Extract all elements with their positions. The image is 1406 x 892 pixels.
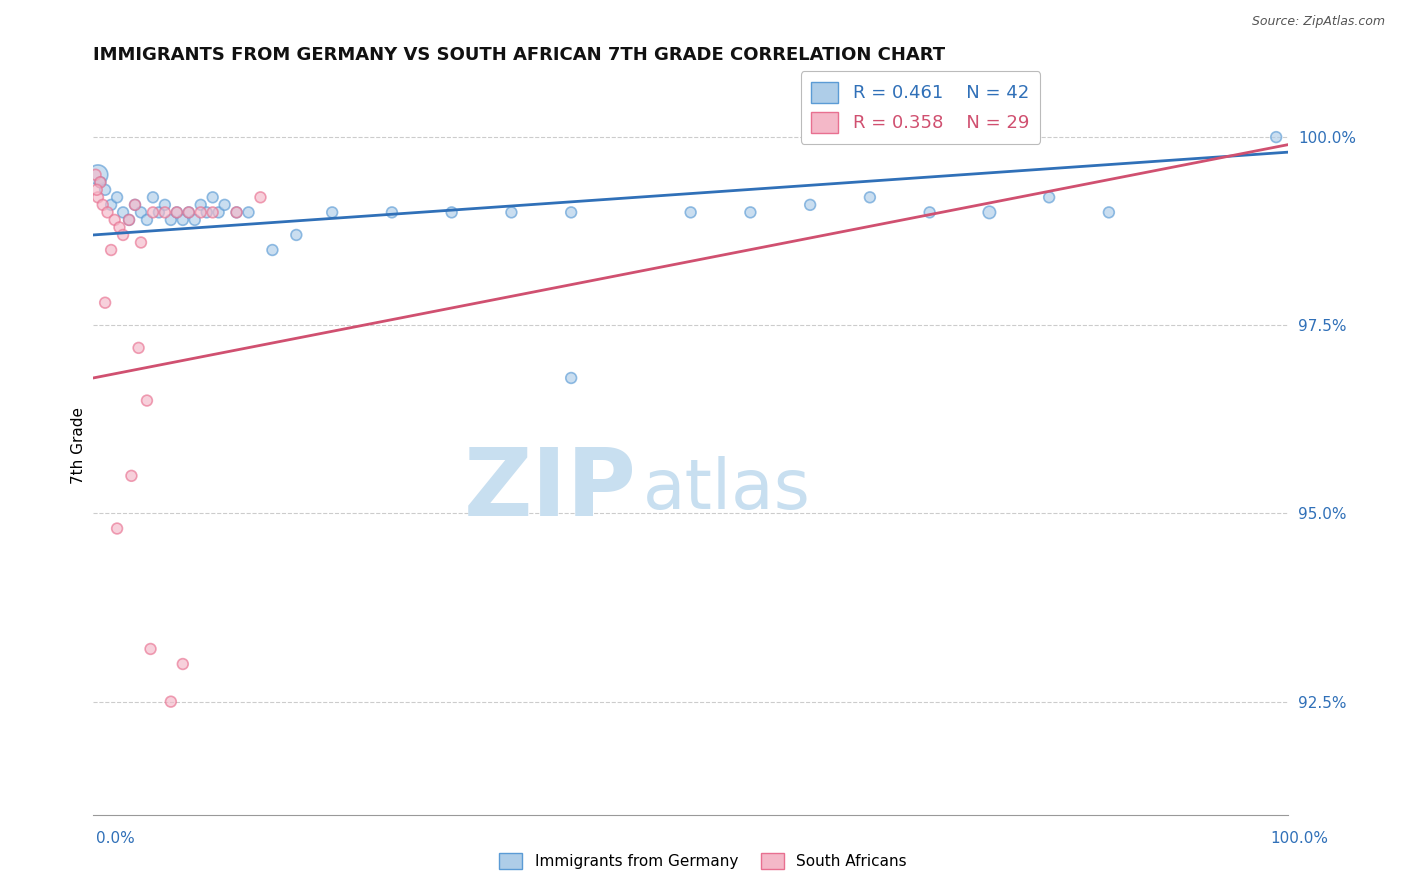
Point xyxy=(124,198,146,212)
Point xyxy=(190,198,212,212)
Point xyxy=(166,205,188,219)
Point xyxy=(100,243,122,257)
Point xyxy=(153,205,176,219)
Point xyxy=(214,198,236,212)
Point xyxy=(1265,130,1288,145)
Point xyxy=(166,205,188,219)
Text: Source: ZipAtlas.com: Source: ZipAtlas.com xyxy=(1251,15,1385,28)
Point xyxy=(104,213,127,227)
Point xyxy=(105,522,128,536)
Point xyxy=(112,205,135,219)
Point xyxy=(87,190,110,204)
Text: 0.0%: 0.0% xyxy=(96,831,135,846)
Point xyxy=(501,205,523,219)
Point xyxy=(262,243,284,257)
Point xyxy=(190,205,212,219)
Point xyxy=(918,205,941,219)
Point xyxy=(148,205,170,219)
Point xyxy=(94,183,117,197)
Point xyxy=(201,205,224,219)
Point xyxy=(136,393,159,408)
Point xyxy=(118,213,141,227)
Point xyxy=(238,205,260,219)
Point xyxy=(249,190,271,204)
Point xyxy=(105,190,128,204)
Point xyxy=(100,198,122,212)
Point xyxy=(87,168,110,182)
Y-axis label: 7th Grade: 7th Grade xyxy=(72,408,86,484)
Point xyxy=(160,213,183,227)
Point xyxy=(108,220,131,235)
Point xyxy=(118,213,141,227)
Point xyxy=(560,205,582,219)
Point xyxy=(96,205,118,219)
Point xyxy=(225,205,247,219)
Point xyxy=(86,183,108,197)
Text: 100.0%: 100.0% xyxy=(1271,831,1329,846)
Point xyxy=(142,205,165,219)
Point xyxy=(124,198,146,212)
Point xyxy=(172,657,194,671)
Point xyxy=(560,371,582,385)
Point xyxy=(208,205,231,219)
Point xyxy=(184,213,207,227)
Point xyxy=(1038,190,1060,204)
Point xyxy=(139,642,162,657)
Point xyxy=(740,205,762,219)
Point xyxy=(225,205,247,219)
Point xyxy=(177,205,200,219)
Text: ZIP: ZIP xyxy=(464,444,637,536)
Point xyxy=(142,190,165,204)
Point xyxy=(129,205,152,219)
Point xyxy=(172,213,194,227)
Point xyxy=(177,205,200,219)
Point xyxy=(128,341,150,355)
Point xyxy=(859,190,882,204)
Legend: R = 0.461    N = 42, R = 0.358    N = 29: R = 0.461 N = 42, R = 0.358 N = 29 xyxy=(800,71,1040,144)
Text: IMMIGRANTS FROM GERMANY VS SOUTH AFRICAN 7TH GRADE CORRELATION CHART: IMMIGRANTS FROM GERMANY VS SOUTH AFRICAN… xyxy=(93,46,945,64)
Point xyxy=(381,205,404,219)
Point xyxy=(979,205,1001,219)
Point xyxy=(679,205,702,219)
Point xyxy=(84,168,107,182)
Point xyxy=(321,205,343,219)
Point xyxy=(440,205,463,219)
Point xyxy=(94,295,117,310)
Point xyxy=(201,190,224,204)
Point xyxy=(91,198,114,212)
Point xyxy=(89,175,111,189)
Point xyxy=(153,198,176,212)
Point xyxy=(1098,205,1121,219)
Point xyxy=(136,213,159,227)
Point xyxy=(89,175,111,189)
Point xyxy=(112,227,135,242)
Point xyxy=(120,468,142,483)
Point xyxy=(799,198,821,212)
Point xyxy=(160,695,183,709)
Point xyxy=(195,205,218,219)
Legend: Immigrants from Germany, South Africans: Immigrants from Germany, South Africans xyxy=(494,847,912,875)
Point xyxy=(129,235,152,250)
Point xyxy=(285,227,308,242)
Text: atlas: atlas xyxy=(643,457,811,524)
